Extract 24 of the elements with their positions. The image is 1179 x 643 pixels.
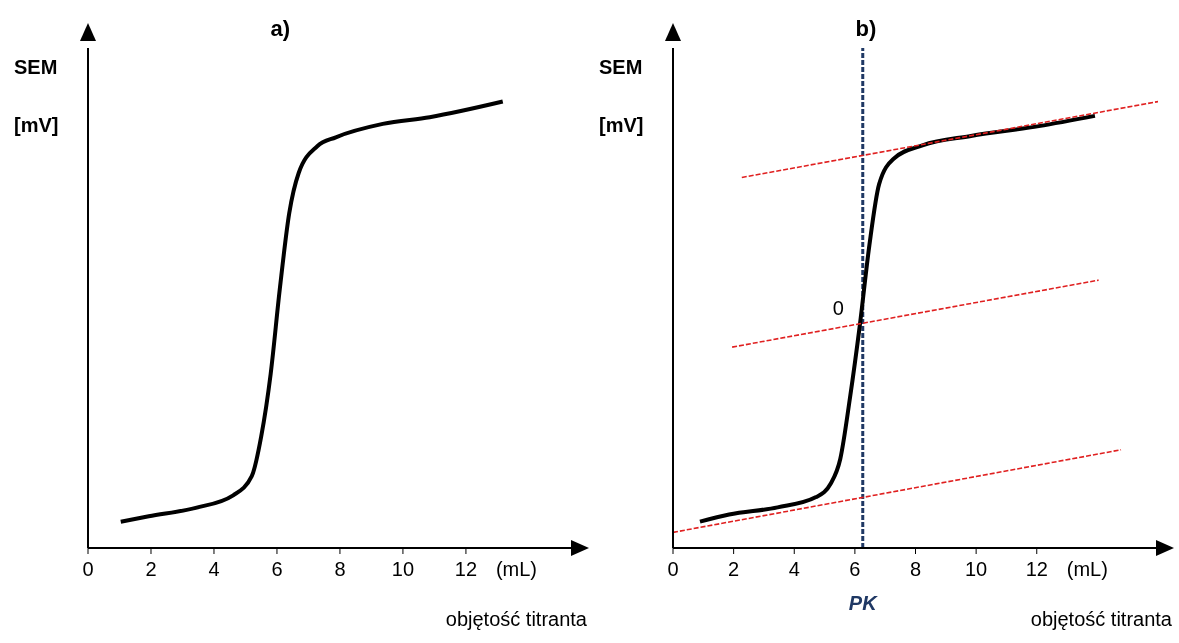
x-tick-label: 8 <box>334 558 346 581</box>
x-tick-label: 0 <box>82 558 94 581</box>
x-tick-label: 8 <box>909 558 922 581</box>
x-axis-title: objętość titranta <box>1030 608 1172 631</box>
chart-title: a) <box>270 16 291 42</box>
text: (mL) <box>495 558 538 581</box>
x-tick-label: 2 <box>145 558 157 581</box>
text: (mL) <box>1066 558 1108 581</box>
text: SEM [mV] <box>599 56 644 136</box>
x-tick-label: 0 <box>667 558 679 581</box>
x-tick-label: 12 <box>1025 558 1048 581</box>
ref-line-label: PK <box>848 592 879 614</box>
x-tick-label: 2 <box>728 558 740 581</box>
annotation: 0 <box>832 297 844 321</box>
x-tick-label: 12 <box>454 558 478 581</box>
x-tick-label: 10 <box>965 558 988 581</box>
text: SEM [mV] <box>14 56 59 136</box>
x-tick-label: 6 <box>271 558 283 581</box>
x-tick-label: 4 <box>208 558 220 581</box>
x-tick-label: 6 <box>849 558 861 581</box>
x-tick-label: 4 <box>788 558 800 581</box>
x-tick-label: 10 <box>391 558 415 581</box>
x-axis-title: objętość titranta <box>445 608 587 631</box>
chart-title: b) <box>855 16 877 42</box>
